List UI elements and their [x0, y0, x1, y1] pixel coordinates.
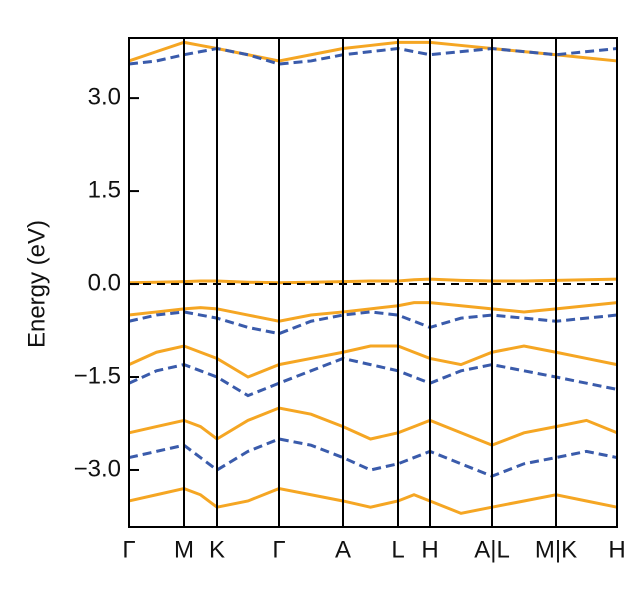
x-tick-label: K [209, 536, 225, 563]
y-tick-label: 0.0 [88, 269, 121, 296]
band-line [128, 356, 618, 398]
band-line [128, 344, 618, 379]
plot-frame [128, 37, 618, 528]
band-line [128, 301, 618, 323]
band-line [128, 487, 618, 515]
x-tick-label: L [391, 536, 404, 563]
x-tick-label: M|K [535, 536, 577, 563]
band-line [128, 47, 618, 66]
x-tick-label: A|L [474, 536, 510, 563]
band-line [128, 310, 618, 336]
band-line [128, 406, 618, 447]
x-tick-label: H [608, 536, 625, 563]
x-tick-label: H [421, 536, 438, 563]
band-line [128, 277, 618, 285]
y-tick-label: 3.0 [88, 83, 121, 110]
x-tick-label: A [335, 536, 351, 563]
x-tick-label: Γ [272, 536, 285, 563]
y-tick-label: −1.5 [74, 362, 121, 389]
y-tick-label: −3.0 [74, 455, 121, 482]
x-tick-label: M [174, 536, 194, 563]
x-tick-label: Γ [122, 536, 135, 563]
band-line [128, 437, 618, 478]
y-axis-label: Energy (eV) [23, 220, 50, 348]
y-tick-label: 1.5 [88, 176, 121, 203]
